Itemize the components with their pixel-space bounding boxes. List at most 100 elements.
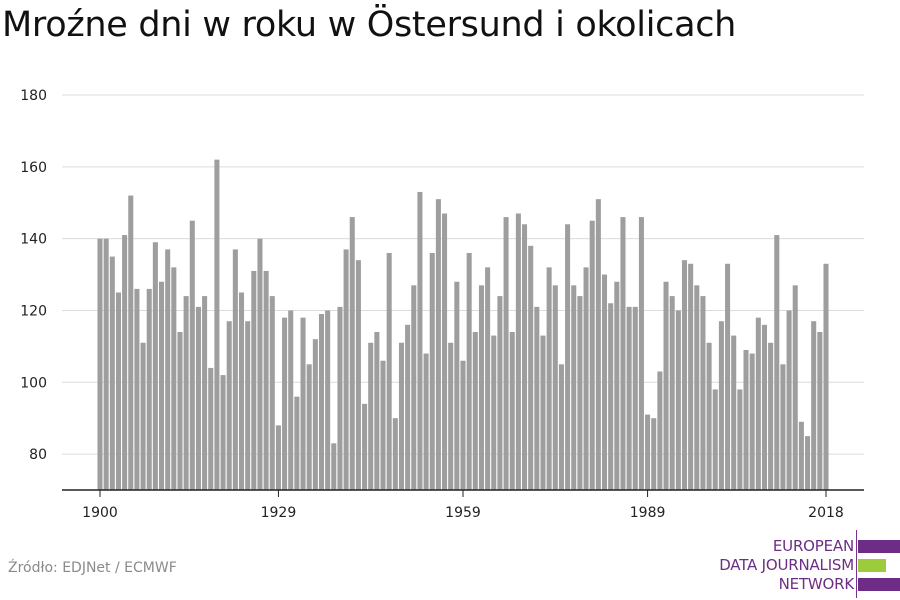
bar-1937: [325, 310, 331, 490]
x-axis: 1900 1929 1959 1989 2018: [62, 489, 864, 521]
bar-1953: [423, 353, 429, 490]
bar-1964: [491, 335, 497, 490]
bar-1935: [312, 339, 318, 490]
bar-1988: [638, 217, 644, 490]
bar-1954: [429, 253, 435, 490]
bar-1962: [478, 285, 484, 490]
bar-1972: [540, 335, 546, 490]
source-note: Źródło: EDJNet / ECMWF: [8, 560, 177, 576]
bar-1973: [546, 267, 552, 490]
bar-1924: [245, 321, 251, 490]
y-tick-label: 120: [20, 303, 47, 319]
bar-2014: [798, 421, 804, 490]
bar-1903: [115, 292, 121, 490]
bar-2008: [761, 324, 767, 490]
bar-1956: [442, 213, 448, 490]
bar-1911: [165, 249, 171, 490]
bar-1934: [306, 364, 312, 490]
bar-1983: [608, 303, 614, 490]
bar-1931: [288, 310, 294, 490]
bar-1901: [103, 238, 109, 490]
bar-1932: [294, 396, 300, 490]
bar-1904: [122, 235, 128, 490]
bar-1907: [140, 342, 146, 490]
bar-2013: [792, 285, 798, 490]
y-tick-label: 180: [20, 88, 47, 104]
bars: [97, 159, 829, 491]
bar-1987: [632, 306, 638, 490]
logo-text: EUROPEAN DATA JOURNALISM NETWORK: [719, 537, 854, 594]
bar-1946: [380, 360, 386, 490]
bar-1965: [497, 296, 503, 490]
bar-1919: [214, 159, 220, 490]
bar-1969: [522, 224, 528, 490]
bar-1990: [651, 418, 657, 490]
bar-1916: [195, 306, 201, 490]
bar-1949: [398, 342, 404, 490]
bar-1950: [405, 324, 411, 490]
bar-1960: [466, 253, 472, 490]
bar-2016: [811, 321, 817, 490]
bar-1943: [362, 403, 368, 490]
x-tick-label: 2018: [808, 505, 844, 521]
bar-1933: [300, 317, 306, 490]
bar-1971: [534, 306, 540, 490]
x-tick-label: 1959: [445, 505, 481, 521]
y-tick-label: 80: [29, 447, 47, 463]
logo-divider: [856, 530, 857, 598]
bar-1951: [411, 285, 417, 490]
bar-1993: [669, 296, 675, 490]
bar-2018: [823, 263, 829, 490]
bar-1936: [318, 314, 325, 490]
bar-1930: [282, 317, 288, 490]
bar-1998: [700, 296, 706, 490]
logo-line-1: EUROPEAN: [772, 537, 854, 555]
bar-2017: [817, 332, 823, 490]
bar-1918: [208, 367, 214, 490]
logo-bar-purple-bottom: [858, 578, 900, 591]
bar-1938: [331, 443, 337, 490]
bar-1920: [220, 375, 226, 490]
bar-1902: [109, 256, 115, 490]
bar-1985: [620, 217, 626, 490]
bar-1952: [417, 191, 423, 490]
bar-1927: [263, 270, 269, 490]
bar-1957: [448, 342, 454, 490]
edjnet-logo: EUROPEAN DATA JOURNALISM NETWORK: [700, 528, 900, 600]
bar-1976: [565, 224, 571, 490]
bar-1994: [675, 310, 681, 490]
bar-1967: [509, 332, 515, 490]
bar-1922: [232, 249, 238, 490]
bar-1939: [337, 306, 343, 490]
bar-1963: [485, 267, 491, 490]
x-tick-label: 1989: [630, 505, 666, 521]
bar-2003: [731, 335, 737, 490]
bar-1978: [577, 296, 583, 490]
bar-1921: [226, 321, 232, 490]
logo-line-2: DATA JOURNALISM: [719, 556, 854, 574]
y-axis-ticks: 80 100 120 140 160 180: [20, 88, 47, 463]
bar-1980: [589, 220, 595, 490]
bar-1982: [601, 274, 608, 490]
y-tick-label: 100: [20, 375, 47, 391]
bar-2015: [805, 436, 811, 490]
bar-2006: [749, 353, 755, 490]
bar-1906: [134, 288, 140, 490]
bar-1947: [386, 253, 392, 490]
bar-1999: [706, 342, 712, 490]
logo-bar-green: [858, 559, 886, 572]
bar-2007: [755, 317, 761, 490]
bar-1970: [528, 245, 534, 490]
bar-1991: [657, 371, 663, 490]
bar-2005: [743, 349, 749, 490]
x-tick-label: 1929: [261, 505, 297, 521]
bar-1989: [645, 414, 651, 490]
bar-2011: [780, 364, 786, 490]
bar-1926: [257, 238, 263, 490]
bar-1968: [515, 213, 521, 490]
bar-1979: [583, 267, 589, 490]
bar-1908: [146, 288, 152, 490]
bar-1940: [343, 249, 349, 490]
bar-1923: [238, 292, 245, 490]
